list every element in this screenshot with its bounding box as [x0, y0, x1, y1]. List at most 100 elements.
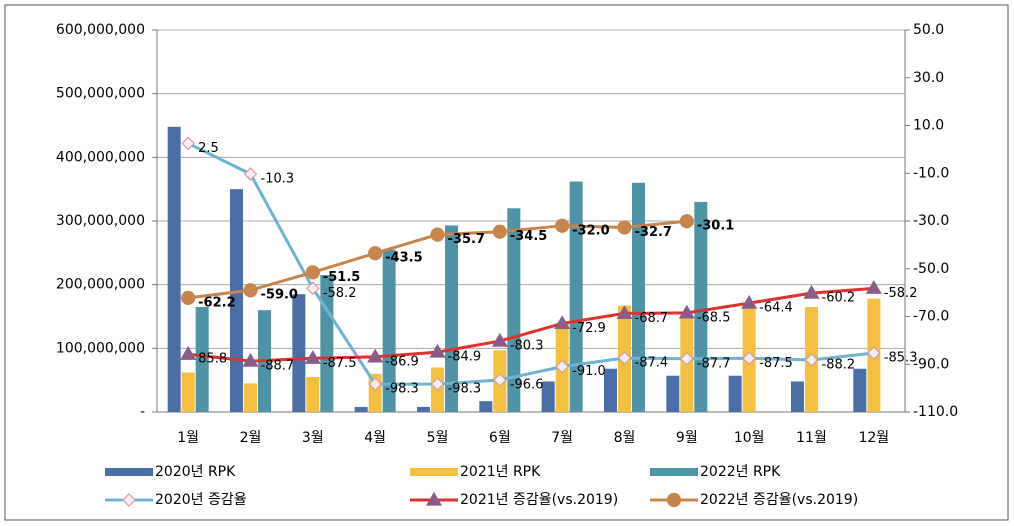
- y2-tick-label: 10.0: [913, 118, 944, 134]
- line-marker: [367, 348, 384, 363]
- bar: [569, 181, 583, 412]
- line-marker: [368, 377, 383, 391]
- y-tick-label: 100,000,000: [56, 340, 145, 356]
- line-marker: [429, 343, 446, 358]
- data-label: -43.5: [385, 251, 422, 266]
- bar: [354, 406, 368, 412]
- bar: [195, 306, 209, 412]
- data-label: -10.3: [261, 171, 295, 186]
- x-tick-label: 3월: [302, 430, 324, 446]
- x-tick-label: 12월: [858, 430, 889, 446]
- data-label: -80.3: [510, 339, 544, 354]
- line-marker: [304, 350, 321, 364]
- bar: [244, 383, 257, 412]
- x-tick-label: 8월: [614, 430, 636, 446]
- x-tick-label: 6월: [489, 430, 511, 446]
- data-label: -88.2: [822, 357, 856, 372]
- x-tick-label: 5월: [427, 430, 449, 446]
- data-label: -30.1: [697, 219, 734, 234]
- line-marker: [243, 167, 258, 181]
- line-marker: [679, 214, 694, 229]
- data-label: -51.5: [323, 270, 360, 285]
- data-label: -87.7: [697, 356, 731, 371]
- bar: [417, 406, 430, 412]
- data-label: -58.2: [884, 286, 918, 301]
- data-label: -68.5: [697, 310, 731, 325]
- legend-swatch: [650, 468, 698, 476]
- y2-tick-label: -30.0: [913, 213, 949, 229]
- data-label: -60.2: [822, 291, 856, 306]
- line-marker: [368, 246, 383, 261]
- line-marker: [617, 220, 632, 235]
- bar: [666, 375, 680, 412]
- line-marker: [678, 304, 695, 319]
- y2-tick-label: -10.0: [913, 165, 949, 181]
- x-tick-label: 9월: [676, 430, 698, 446]
- y-tick-label: 500,000,000: [56, 86, 145, 102]
- line-marker: [492, 373, 507, 387]
- bar: [445, 225, 458, 412]
- data-label: -98.3: [448, 382, 482, 397]
- data-label: -64.4: [759, 301, 793, 316]
- line-marker: [430, 227, 445, 242]
- line-marker: [181, 136, 196, 151]
- data-label: -58.2: [323, 286, 357, 301]
- x-tick-label: 1월: [177, 430, 199, 446]
- bar: [292, 294, 306, 412]
- line-marker: [243, 283, 258, 298]
- data-label: -34.5: [510, 229, 547, 244]
- legend-label: 2022년 RPK: [700, 464, 781, 480]
- data-label: -85.3: [884, 351, 918, 366]
- line-marker: [555, 359, 570, 374]
- data-label: -98.3: [385, 382, 419, 397]
- bar: [853, 368, 867, 412]
- y-tick-label: -: [140, 404, 145, 420]
- bar: [230, 189, 243, 412]
- data-label: -84.9: [448, 350, 482, 365]
- line-marker: [305, 281, 320, 296]
- legend-label: 2021년 RPK: [460, 464, 541, 480]
- legend-swatch: [105, 468, 153, 476]
- line-marker: [866, 346, 881, 360]
- data-label: -87.5: [759, 356, 793, 371]
- line-marker: [741, 294, 758, 309]
- legend-marker: [425, 491, 443, 506]
- y2-tick-label: 50.0: [913, 22, 944, 38]
- data-label: -32.7: [635, 225, 672, 240]
- y-tick-label: 400,000,000: [56, 149, 145, 165]
- data-label: 85.8: [198, 352, 227, 367]
- line-marker: [679, 351, 694, 366]
- x-tick-label: 4월: [364, 430, 386, 446]
- y2-tick-label: -50.0: [913, 261, 949, 277]
- bar: [382, 249, 396, 412]
- y2-tick-label: 30.0: [913, 70, 944, 86]
- data-label: -88.7: [261, 359, 295, 374]
- legend-swatch: [410, 468, 458, 476]
- y-tick-label: 300,000,000: [56, 213, 145, 229]
- data-label: -91.0: [572, 364, 606, 379]
- bar: [728, 375, 742, 412]
- data-label: -87.5: [323, 356, 357, 371]
- data-label: -68.7: [635, 311, 669, 326]
- y2-tick-label: -110.0: [913, 404, 958, 420]
- data-label: -86.9: [385, 354, 419, 369]
- x-tick-label: 7월: [551, 430, 573, 446]
- legend-marker: [666, 492, 682, 508]
- bar: [479, 401, 493, 412]
- line: [187, 142, 874, 386]
- line-marker: [616, 305, 633, 319]
- legend-label: 2022년 증감율(vs.2019): [700, 492, 858, 508]
- line-marker: [492, 224, 507, 239]
- line-marker: [803, 284, 820, 299]
- bar: [181, 372, 195, 412]
- line-marker: [242, 352, 259, 367]
- line-marker: [617, 351, 632, 365]
- data-label: -35.7: [448, 232, 485, 247]
- bar: [507, 208, 521, 412]
- line-marker: [430, 377, 445, 391]
- line-marker: [491, 332, 508, 347]
- data-label: -96.6: [510, 378, 544, 393]
- legend-marker: [122, 493, 136, 507]
- chart-frame: [4, 4, 1009, 521]
